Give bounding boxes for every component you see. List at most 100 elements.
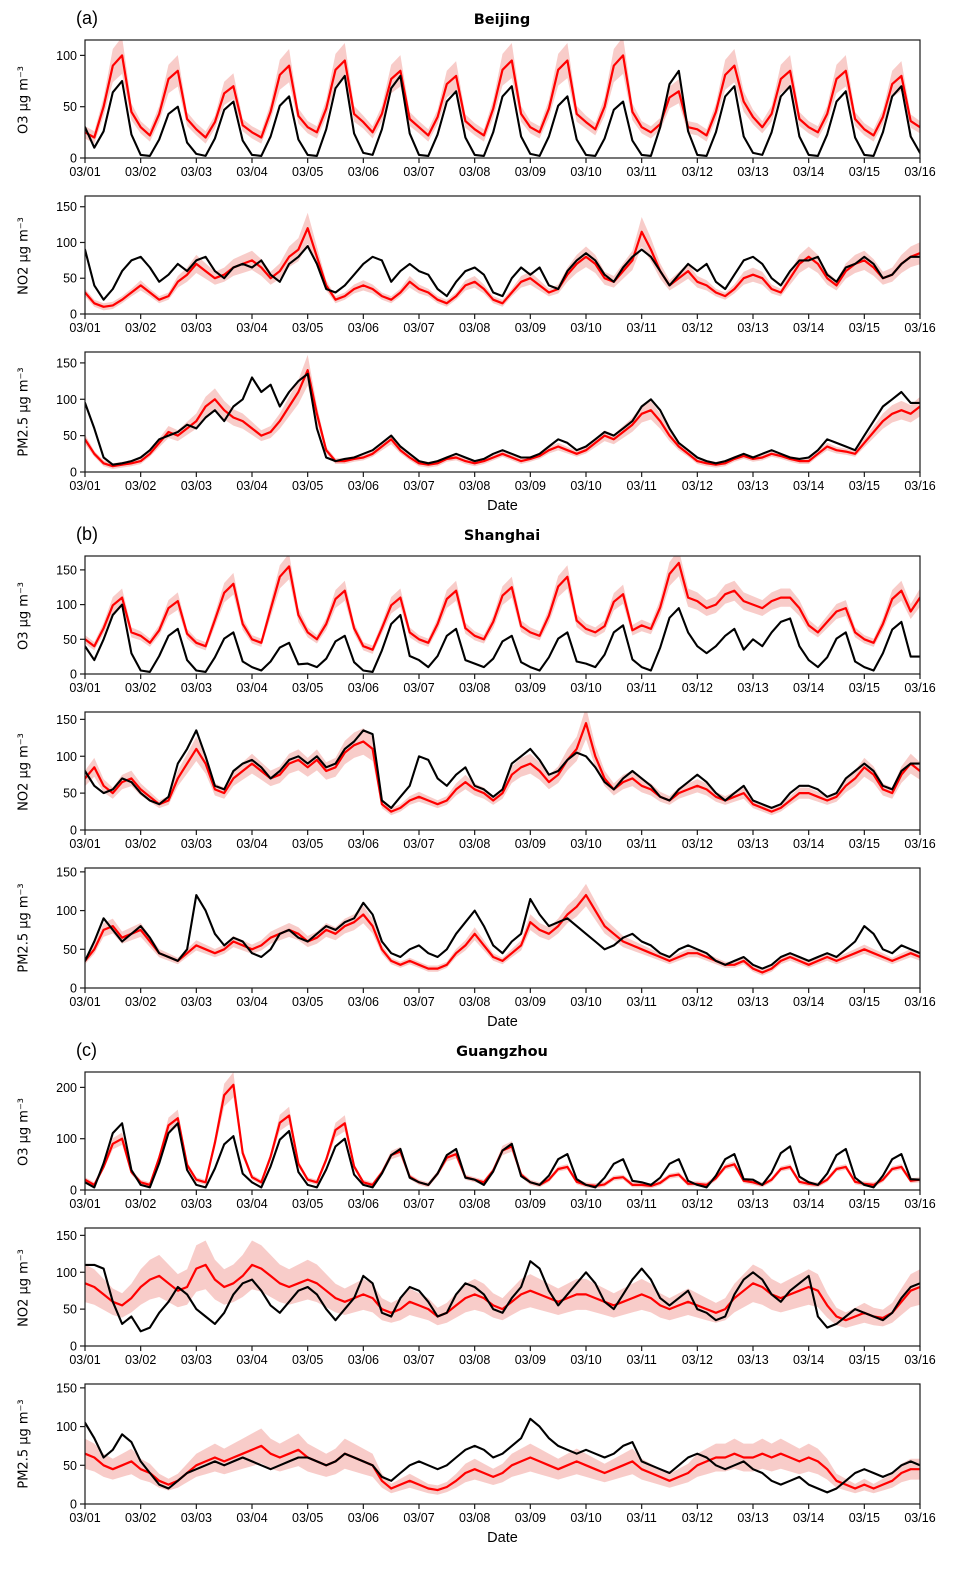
panel-guangzhou-no2: NO2 µg m⁻³ 0 50 100 150 03/01 03/02 03/03 03/04… — [0, 1222, 966, 1370]
svg-text:03/13: 03/13 — [737, 321, 768, 335]
svg-text:03/15: 03/15 — [849, 837, 880, 851]
svg-text:03/10: 03/10 — [570, 165, 601, 179]
svg-text:03/11: 03/11 — [626, 1511, 656, 1525]
svg-text:03/14: 03/14 — [793, 1197, 824, 1211]
svg-text:0: 0 — [70, 466, 77, 480]
svg-text:03/12: 03/12 — [682, 165, 713, 179]
panel-shanghai-o3: O3 µg m⁻³ 0 50 100 150 03/01 03/02 03/03 03/04 0… — [0, 550, 966, 698]
svg-text:03/06: 03/06 — [348, 165, 379, 179]
chart-shanghai-o3: 0 50 100 150 03/01 03/02 03/03 03/04 03/05 03/06 0… — [56, 555, 936, 695]
y-axis-label-o3: O3 µg m⁻³ — [16, 1097, 32, 1167]
svg-text:03/04: 03/04 — [236, 1511, 267, 1525]
svg-text:03/03: 03/03 — [181, 321, 212, 335]
svg-text:50: 50 — [63, 100, 77, 114]
chart-guangzhou-pm25: 0 50 100 150 03/01 03/02 03/03 03/04 03/05 03/06 0… — [56, 1381, 936, 1546]
svg-text:03/10: 03/10 — [570, 321, 601, 335]
svg-text:03/14: 03/14 — [793, 479, 824, 493]
svg-text:03/09: 03/09 — [515, 837, 546, 851]
svg-text:03/05: 03/05 — [292, 165, 323, 179]
svg-text:03/01: 03/01 — [69, 479, 100, 493]
svg-text:03/10: 03/10 — [570, 995, 601, 1009]
svg-text:03/04: 03/04 — [236, 837, 267, 851]
svg-text:100: 100 — [56, 1132, 77, 1146]
svg-text:03/12: 03/12 — [682, 1511, 713, 1525]
svg-text:03/06: 03/06 — [348, 1197, 379, 1211]
svg-text:03/16: 03/16 — [904, 165, 935, 179]
svg-text:03/14: 03/14 — [793, 681, 824, 695]
svg-text:03/12: 03/12 — [682, 1353, 713, 1367]
svg-text:03/11: 03/11 — [626, 837, 656, 851]
subfigure-label-b: (b) — [76, 524, 98, 544]
svg-text:Date: Date — [487, 1530, 518, 1546]
svg-text:03/07: 03/07 — [403, 681, 434, 695]
svg-text:03/04: 03/04 — [236, 321, 267, 335]
panel-shanghai-pm25: PM2.5 µg m⁻³ 0 50 100 150 03/01 03/02 03/03 03/… — [0, 862, 966, 1032]
svg-text:03/02: 03/02 — [125, 681, 156, 695]
svg-text:03/06: 03/06 — [348, 995, 379, 1009]
y-axis-label-pm25: PM2.5 µg m⁻³ — [16, 1399, 32, 1489]
svg-text:03/08: 03/08 — [459, 321, 490, 335]
svg-text:50: 50 — [63, 943, 77, 957]
svg-text:03/15: 03/15 — [849, 1353, 880, 1367]
y-axis-label-pm25: PM2.5 µg m⁻³ — [16, 883, 32, 973]
svg-text:03/11: 03/11 — [626, 165, 656, 179]
svg-text:0: 0 — [70, 308, 77, 322]
svg-text:03/13: 03/13 — [737, 995, 768, 1009]
svg-text:03/13: 03/13 — [737, 1353, 768, 1367]
svg-text:03/10: 03/10 — [570, 1511, 601, 1525]
svg-text:03/09: 03/09 — [515, 1197, 546, 1211]
svg-text:03/05: 03/05 — [292, 479, 323, 493]
svg-text:03/02: 03/02 — [125, 321, 156, 335]
svg-text:03/02: 03/02 — [125, 479, 156, 493]
y-axis-label-no2: NO2 µg m⁻³ — [16, 1249, 32, 1327]
svg-text:03/15: 03/15 — [849, 681, 880, 695]
svg-text:03/01: 03/01 — [69, 1511, 100, 1525]
svg-text:0: 0 — [70, 1340, 77, 1354]
svg-text:03/04: 03/04 — [236, 995, 267, 1009]
svg-text:200: 200 — [56, 1081, 77, 1095]
svg-text:Date: Date — [487, 498, 518, 514]
svg-text:03/04: 03/04 — [236, 479, 267, 493]
svg-text:03/07: 03/07 — [403, 1511, 434, 1525]
svg-text:03/09: 03/09 — [515, 1353, 546, 1367]
svg-text:100: 100 — [56, 598, 77, 612]
svg-text:03/08: 03/08 — [459, 479, 490, 493]
chart-shanghai-pm25: 0 50 100 150 03/01 03/02 03/03 03/04 03/05 03/06 0… — [56, 865, 936, 1030]
svg-text:03/09: 03/09 — [515, 165, 546, 179]
svg-text:150: 150 — [56, 563, 77, 577]
svg-text:03/11: 03/11 — [626, 1353, 656, 1367]
svg-text:03/04: 03/04 — [236, 1353, 267, 1367]
svg-text:03/08: 03/08 — [459, 837, 490, 851]
svg-text:03/11: 03/11 — [626, 995, 656, 1009]
svg-text:0: 0 — [70, 152, 77, 166]
svg-text:100: 100 — [56, 49, 77, 63]
svg-text:03/11: 03/11 — [626, 321, 656, 335]
svg-text:03/04: 03/04 — [236, 681, 267, 695]
svg-text:03/16: 03/16 — [904, 1197, 935, 1211]
panel-guangzhou-pm25: PM2.5 µg m⁻³ 0 50 100 150 03/01 03/02 03/03 03/… — [0, 1378, 966, 1548]
y-axis-label-no2: NO2 µg m⁻³ — [16, 733, 32, 811]
panel-beijing-pm25: PM2.5 µg m⁻³ 0 50 100 150 03/01 03/02 03/03 03/… — [0, 346, 966, 516]
svg-text:03/01: 03/01 — [69, 165, 100, 179]
y-axis-label-o3: O3 µg m⁻³ — [16, 581, 32, 651]
group-header-c: (c) Guangzhou — [0, 1040, 966, 1066]
svg-text:03/08: 03/08 — [459, 995, 490, 1009]
svg-text:03/04: 03/04 — [236, 1197, 267, 1211]
svg-text:03/05: 03/05 — [292, 681, 323, 695]
figure: (a) Beijing O3 µg m⁻³ 0 50 100 03/01 03/02 03… — [0, 8, 966, 1548]
chart-beijing-no2: 0 50 100 150 03/01 03/02 03/03 03/04 03/05 03/06 0… — [56, 195, 936, 335]
svg-text:03/09: 03/09 — [515, 479, 546, 493]
svg-text:03/03: 03/03 — [181, 837, 212, 851]
svg-text:03/03: 03/03 — [181, 995, 212, 1009]
svg-text:0: 0 — [70, 1184, 77, 1198]
panel-group-a: (a) Beijing O3 µg m⁻³ 0 50 100 03/01 03/02 03… — [0, 8, 966, 516]
chart-shanghai-no2: 0 50 100 150 03/01 03/02 03/03 03/04 03/05 03/06 0… — [56, 711, 936, 851]
panel-beijing-no2: NO2 µg m⁻³ 0 50 100 150 03/01 03/02 03/03 03/04… — [0, 190, 966, 338]
svg-text:150: 150 — [56, 865, 77, 879]
city-title-guangzhou: Guangzhou — [456, 1044, 548, 1060]
svg-text:03/09: 03/09 — [515, 321, 546, 335]
panel-shanghai-no2: NO2 µg m⁻³ 0 50 100 150 03/01 03/02 03/03 03/04… — [0, 706, 966, 854]
svg-text:03/04: 03/04 — [236, 165, 267, 179]
svg-text:03/16: 03/16 — [904, 1511, 935, 1525]
chart-beijing-pm25: 0 50 100 150 03/01 03/02 03/03 03/04 03/05 03/06 0… — [56, 351, 936, 514]
